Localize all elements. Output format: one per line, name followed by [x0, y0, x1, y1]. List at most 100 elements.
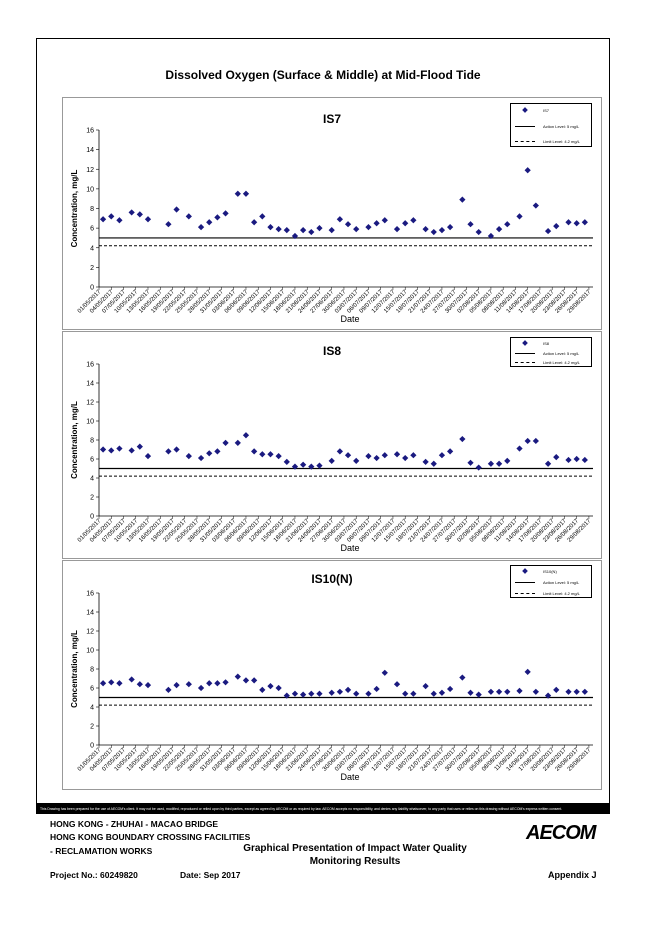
data-point	[267, 682, 274, 690]
data-point	[467, 689, 474, 696]
y-tick-label: 8	[90, 438, 94, 445]
footer-date: Date: Sep 2017	[180, 870, 241, 880]
data-point	[173, 446, 180, 453]
data-point	[165, 686, 172, 694]
footer-title-line2: Monitoring Results	[309, 856, 401, 867]
footer-project-number: Project No.: 60249820	[50, 870, 138, 880]
data-point	[128, 209, 135, 216]
data-point	[459, 674, 466, 681]
data-point	[336, 448, 343, 455]
data-point	[467, 221, 474, 228]
chart-title: IS10(N)	[311, 572, 353, 586]
data-point	[495, 688, 503, 695]
data-point	[336, 688, 343, 695]
data-point	[197, 224, 205, 231]
data-point	[206, 680, 213, 687]
y-tick-label: 14	[86, 147, 94, 154]
data-point	[516, 445, 523, 452]
data-point	[565, 219, 572, 226]
data-point	[504, 688, 511, 695]
y-tick-label: 6	[90, 686, 94, 693]
data-point	[438, 226, 446, 234]
data-point	[214, 448, 221, 455]
data-point	[532, 688, 539, 695]
data-point	[573, 688, 580, 695]
data-point	[487, 688, 495, 695]
chart-panel-is7: IS7 0 2 4 6 8 10 12 14 16 01/05/2017 04/05/2017 07/…	[62, 97, 602, 330]
data-point	[283, 458, 290, 465]
data-point	[185, 681, 192, 688]
data-point	[275, 225, 282, 233]
data-point	[373, 685, 380, 693]
data-point	[259, 451, 266, 458]
data-point	[422, 682, 429, 690]
data-point	[136, 681, 143, 688]
data-point	[291, 690, 299, 697]
data-point	[328, 689, 335, 696]
data-point	[291, 463, 299, 470]
data-point	[459, 435, 466, 443]
data-point	[267, 224, 274, 231]
data-point	[165, 221, 172, 228]
data-point	[242, 432, 250, 439]
data-point	[402, 220, 409, 227]
data-point	[544, 227, 552, 235]
data-point	[234, 673, 241, 680]
data-point	[300, 461, 307, 468]
data-point	[565, 456, 572, 464]
data-point	[328, 226, 335, 234]
data-point	[173, 206, 180, 213]
data-point	[308, 690, 315, 697]
y-axis-label: Concentration, mg/L	[70, 401, 79, 479]
data-point	[410, 452, 417, 459]
main-title: Dissolved Oxygen (Surface & Middle) at M…	[165, 68, 481, 82]
x-axis-label: Date	[340, 314, 359, 324]
y-tick-label: 0	[90, 514, 94, 521]
data-point	[532, 202, 539, 209]
data-point	[316, 225, 323, 232]
footer-project-line1: HONG KONG - ZHUHAI - MACAO BRIDGE	[50, 819, 219, 829]
data-point	[206, 450, 213, 457]
legend-action-label: Action Level: 5 mg/L	[543, 350, 580, 356]
data-point	[446, 224, 454, 231]
data-point	[197, 684, 205, 692]
y-tick-label: 10	[86, 186, 94, 193]
data-point	[197, 454, 205, 462]
data-point	[365, 224, 372, 231]
data-point	[234, 190, 241, 197]
data-point	[446, 685, 454, 693]
data-point	[275, 453, 282, 460]
data-point	[524, 668, 531, 675]
data-point	[222, 439, 229, 446]
data-point	[283, 226, 290, 234]
y-tick-label: 8	[90, 206, 94, 213]
data-point	[381, 669, 388, 676]
chart-svg-is7: 024681012141601/05/201704/05/201707/05/2…	[70, 128, 593, 324]
data-point	[402, 454, 409, 462]
data-point	[365, 453, 372, 460]
legend-series-label: IS10(N)	[543, 568, 557, 574]
footer-appendix: Appendix J	[548, 870, 597, 880]
data-point	[128, 447, 135, 454]
legend-action-label: Action Level: 5 mg/L	[543, 123, 580, 129]
data-point	[410, 217, 417, 224]
chart-legend: IS10(N) Action Level: 5 mg/L Limit Level…	[510, 565, 592, 598]
data-point	[581, 456, 588, 464]
data-point	[128, 676, 135, 683]
chart-title: IS7	[322, 112, 341, 126]
y-tick-label: 2	[90, 265, 94, 272]
data-point	[532, 437, 539, 445]
data-point	[553, 453, 560, 461]
data-point	[259, 213, 266, 220]
data-point	[222, 679, 229, 686]
data-point	[544, 460, 552, 467]
data-point	[353, 457, 360, 465]
data-point	[353, 225, 360, 233]
footer-project-line3: - RECLAMATION WORKS	[50, 846, 153, 856]
legend-series-label: IS7	[543, 107, 550, 113]
chart-legend: IS7 Action Level: 5 mg/L Limit Level: 4.…	[510, 103, 592, 147]
footer-title-line1: Graphical Presentation of Impact Water Q…	[243, 843, 467, 854]
data-point	[291, 232, 299, 240]
data-point	[524, 437, 531, 445]
y-tick-label: 16	[86, 128, 94, 135]
